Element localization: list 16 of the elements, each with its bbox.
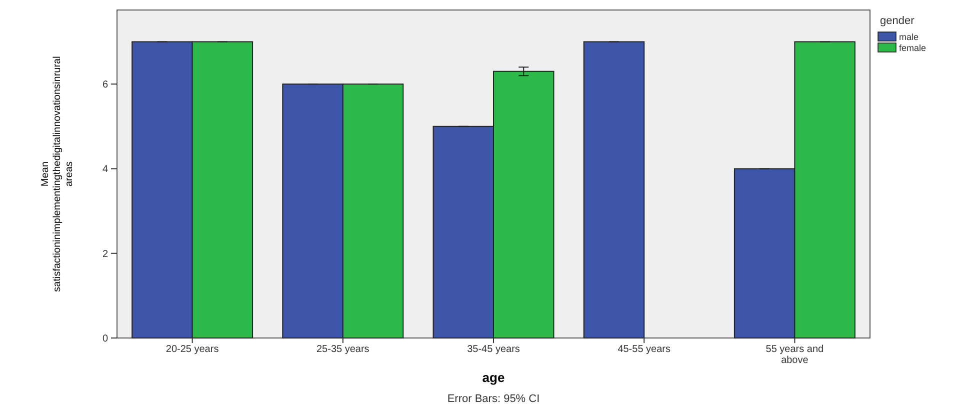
x-tick-label: 25-35 years <box>316 344 370 355</box>
x-axis-title: age <box>482 370 505 385</box>
legend-title: gender <box>880 15 915 27</box>
y-tick-label: 4 <box>102 164 108 176</box>
x-tick-label: 45-55 years <box>618 344 671 355</box>
x-tick-label: 35-45 years <box>467 344 520 355</box>
legend-label: male <box>899 32 919 42</box>
x-tick-label: 55 years and above <box>766 344 824 366</box>
y-axis-title: Mean satisfactioninimplementingthedigitalinnovationsinrural areas <box>40 56 75 292</box>
bar <box>583 41 645 338</box>
y-tick-label: 0 <box>102 334 108 344</box>
y-tick-label: 6 <box>102 80 108 91</box>
y-tick-label: 2 <box>102 248 108 260</box>
legend-label: female <box>899 43 926 53</box>
text: Error Bars: 95% CI <box>447 393 540 405</box>
x-tick-label: 20-25 years <box>166 344 219 355</box>
